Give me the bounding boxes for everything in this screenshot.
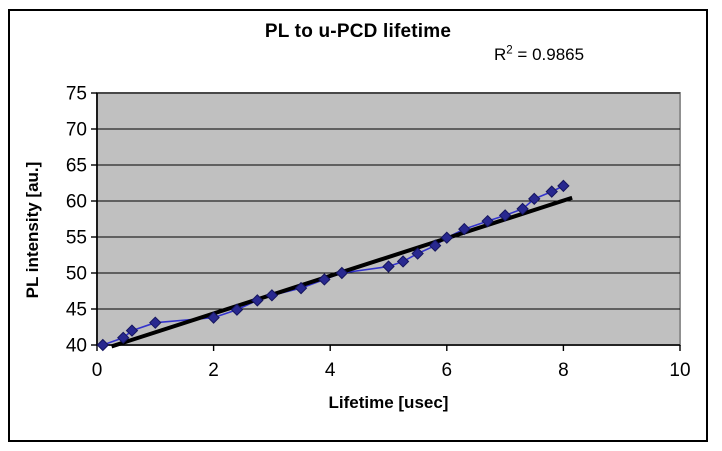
data-point-marker — [481, 214, 494, 228]
x-tick-label: 8 — [558, 360, 569, 381]
x-tick-label: 6 — [442, 360, 453, 381]
y-tick-label: 65 — [66, 156, 87, 177]
data-point-marker — [557, 179, 570, 193]
r-squared-label: R2 = 0.9865 — [494, 45, 584, 65]
r-squared-base: R — [494, 45, 507, 64]
data-point-marker — [318, 273, 331, 286]
x-tick-label: 2 — [208, 360, 219, 381]
data-point-marker — [230, 303, 244, 316]
r-squared-value: = 0.9865 — [512, 45, 585, 64]
data-point-marker — [516, 202, 529, 216]
y-tick-label: 40 — [66, 336, 87, 357]
data-point-marker — [458, 222, 471, 236]
y-tick-label: 60 — [66, 192, 87, 213]
data-point-marker — [251, 294, 264, 307]
chart-border — [8, 9, 708, 442]
data-point-marker — [207, 311, 220, 324]
x-axis-title: Lifetime [usec] — [328, 393, 449, 412]
data-point-marker — [411, 247, 424, 260]
chart-title: PL to u-PCD lifetime — [264, 21, 452, 42]
data-point-marker — [528, 192, 541, 206]
data-point-marker — [96, 338, 110, 352]
data-point-marker — [396, 255, 410, 268]
y-tick-label: 55 — [66, 228, 87, 249]
x-tick-label: 10 — [669, 360, 690, 381]
data-point-marker — [382, 260, 395, 273]
data-point-marker — [125, 324, 139, 337]
data-point-marker — [149, 316, 162, 329]
plot-background — [96, 92, 681, 346]
y-tick-label: 70 — [66, 120, 87, 141]
data-point-marker — [428, 239, 442, 252]
y-tick-label: 50 — [66, 264, 87, 285]
x-tick-label: 4 — [325, 360, 336, 381]
r-squared-exponent: 2 — [506, 44, 513, 57]
y-tick-label: 45 — [66, 300, 87, 321]
data-point-marker — [294, 281, 308, 295]
data-point-marker — [545, 185, 558, 198]
data-point-marker — [498, 209, 512, 222]
data-point-marker — [440, 231, 454, 244]
x-tick-label: 0 — [92, 360, 103, 381]
data-point-marker — [335, 266, 349, 280]
data-point-marker — [265, 289, 279, 302]
data-point-marker — [117, 331, 130, 345]
y-tick-label: 75 — [66, 84, 87, 105]
